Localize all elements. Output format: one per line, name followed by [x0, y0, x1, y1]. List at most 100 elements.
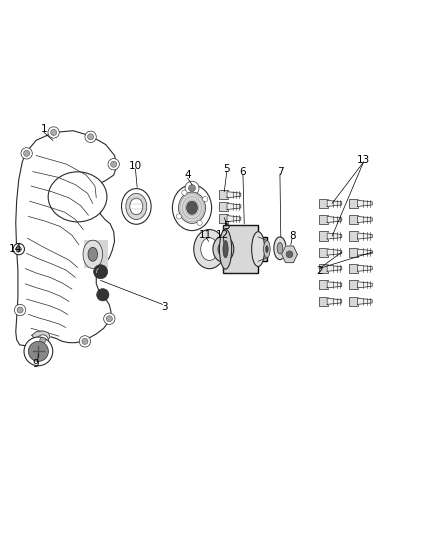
Text: 14: 14	[9, 244, 22, 254]
Polygon shape	[327, 233, 342, 239]
FancyBboxPatch shape	[84, 240, 108, 268]
Polygon shape	[327, 282, 342, 288]
Text: 10: 10	[129, 161, 142, 172]
Ellipse shape	[201, 238, 218, 261]
Polygon shape	[327, 216, 342, 223]
Polygon shape	[32, 331, 50, 341]
Polygon shape	[16, 131, 117, 346]
Bar	[319, 280, 328, 289]
Bar	[350, 247, 358, 257]
Bar	[350, 264, 358, 273]
Polygon shape	[357, 265, 372, 271]
Bar	[219, 202, 228, 211]
Ellipse shape	[48, 172, 107, 222]
Polygon shape	[357, 282, 372, 288]
Bar	[219, 214, 228, 223]
Ellipse shape	[187, 201, 198, 214]
Ellipse shape	[213, 236, 234, 262]
Text: 6: 6	[240, 167, 246, 176]
Circle shape	[16, 246, 21, 252]
Circle shape	[108, 158, 119, 170]
Circle shape	[88, 134, 94, 140]
Ellipse shape	[264, 240, 270, 258]
Bar	[319, 199, 328, 208]
Ellipse shape	[130, 198, 143, 215]
Polygon shape	[357, 233, 372, 239]
Polygon shape	[227, 204, 241, 209]
Circle shape	[82, 338, 88, 344]
Circle shape	[13, 244, 25, 255]
Ellipse shape	[219, 229, 232, 269]
Text: 5: 5	[223, 221, 230, 231]
Bar	[350, 231, 358, 240]
Text: 4: 4	[184, 170, 191, 180]
Ellipse shape	[126, 193, 147, 220]
Polygon shape	[227, 215, 241, 222]
Text: 13: 13	[357, 155, 370, 165]
Bar	[319, 247, 328, 257]
Circle shape	[48, 127, 59, 138]
Circle shape	[182, 190, 187, 195]
Text: 7: 7	[277, 167, 283, 176]
Ellipse shape	[173, 185, 212, 231]
Bar	[319, 297, 328, 306]
Circle shape	[94, 265, 108, 279]
Text: 12: 12	[216, 230, 229, 240]
Text: 8: 8	[289, 231, 295, 241]
FancyBboxPatch shape	[258, 237, 267, 261]
Polygon shape	[327, 298, 342, 304]
Circle shape	[197, 220, 202, 225]
Circle shape	[104, 313, 115, 325]
Bar	[350, 199, 358, 208]
Bar	[319, 215, 328, 224]
Bar	[219, 190, 228, 199]
Circle shape	[28, 341, 48, 361]
Text: 3: 3	[161, 302, 168, 312]
Bar	[350, 215, 358, 224]
Polygon shape	[282, 246, 297, 263]
Polygon shape	[357, 298, 372, 304]
Ellipse shape	[274, 237, 286, 260]
Ellipse shape	[265, 246, 268, 253]
Text: 2: 2	[317, 266, 323, 276]
Circle shape	[21, 148, 32, 159]
Circle shape	[85, 131, 96, 142]
Circle shape	[111, 161, 117, 167]
Ellipse shape	[194, 230, 225, 269]
Circle shape	[24, 337, 53, 366]
Polygon shape	[327, 249, 342, 255]
Ellipse shape	[252, 232, 265, 266]
Circle shape	[188, 184, 195, 192]
Bar	[319, 264, 328, 273]
Ellipse shape	[83, 240, 102, 269]
FancyBboxPatch shape	[223, 225, 258, 273]
Circle shape	[14, 304, 26, 316]
Ellipse shape	[179, 192, 205, 223]
Text: 9: 9	[32, 359, 39, 369]
Ellipse shape	[277, 243, 283, 254]
Text: 1: 1	[41, 124, 47, 134]
Ellipse shape	[121, 189, 151, 224]
Circle shape	[176, 214, 181, 219]
Polygon shape	[327, 200, 342, 206]
Ellipse shape	[218, 242, 229, 256]
Circle shape	[185, 181, 199, 195]
Circle shape	[203, 197, 208, 201]
Bar	[350, 280, 358, 289]
Circle shape	[286, 251, 293, 258]
Circle shape	[106, 316, 113, 322]
Circle shape	[37, 335, 48, 346]
Text: 11: 11	[198, 230, 212, 240]
Circle shape	[79, 336, 91, 347]
Bar	[319, 231, 328, 240]
Circle shape	[97, 289, 109, 301]
Polygon shape	[357, 216, 372, 223]
Polygon shape	[227, 192, 241, 198]
Circle shape	[40, 337, 46, 344]
Ellipse shape	[88, 247, 98, 261]
Polygon shape	[327, 265, 342, 271]
Circle shape	[17, 307, 23, 313]
Polygon shape	[357, 249, 372, 255]
Text: 5: 5	[223, 164, 230, 174]
Circle shape	[24, 150, 30, 156]
